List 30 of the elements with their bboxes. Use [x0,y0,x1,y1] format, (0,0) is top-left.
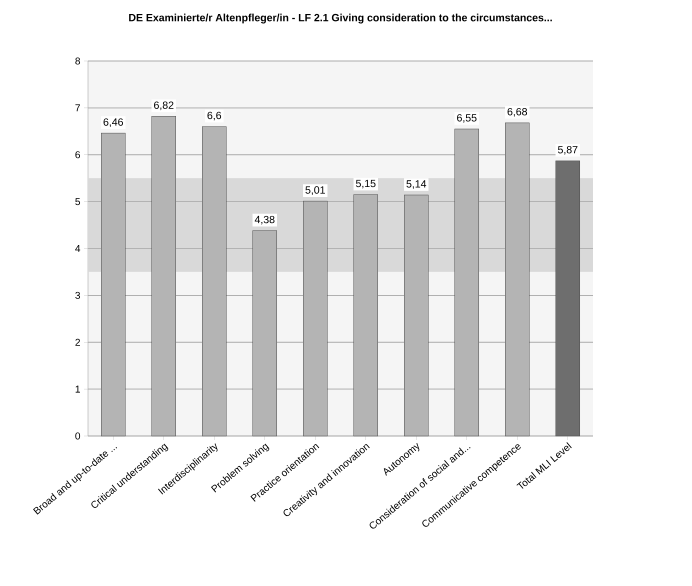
data-label: 4,38 [254,216,275,224]
bar [101,132,126,436]
data-label: 5,87 [558,146,578,155]
y-tick-label: 8 [75,57,80,65]
bar [252,230,278,436]
chart-title: DE Examinierte/r Altenpfleger/in - LF 2.1 Giving consideration to the circumstances... [129,14,552,24]
y-tick-label: 3 [75,292,80,299]
y-tick-label: 2 [75,338,80,346]
y-tick-label: 6 [75,151,80,158]
bar [202,126,227,436]
data-label: 6,46 [104,118,124,127]
data-label: 5,15 [356,180,376,188]
data-label: 5,14 [406,180,426,189]
y-tick-label: 0 [75,432,80,440]
data-label: 6,55 [457,114,477,123]
bar [354,194,378,436]
bar [454,128,480,436]
y-tick-label: 1 [76,386,80,393]
bar [505,122,530,436]
y-tick-label: 4 [75,245,80,252]
bar [152,116,176,436]
data-label: 6,82 [154,101,174,110]
data-label: 6,68 [508,108,528,117]
bar [404,194,429,436]
bar [303,200,328,436]
data-label: 6,6 [207,112,222,120]
y-tick-label: 7 [75,104,80,112]
y-tick-label: 5 [75,198,80,206]
data-label: 5,01 [305,186,325,195]
bar [556,160,580,436]
